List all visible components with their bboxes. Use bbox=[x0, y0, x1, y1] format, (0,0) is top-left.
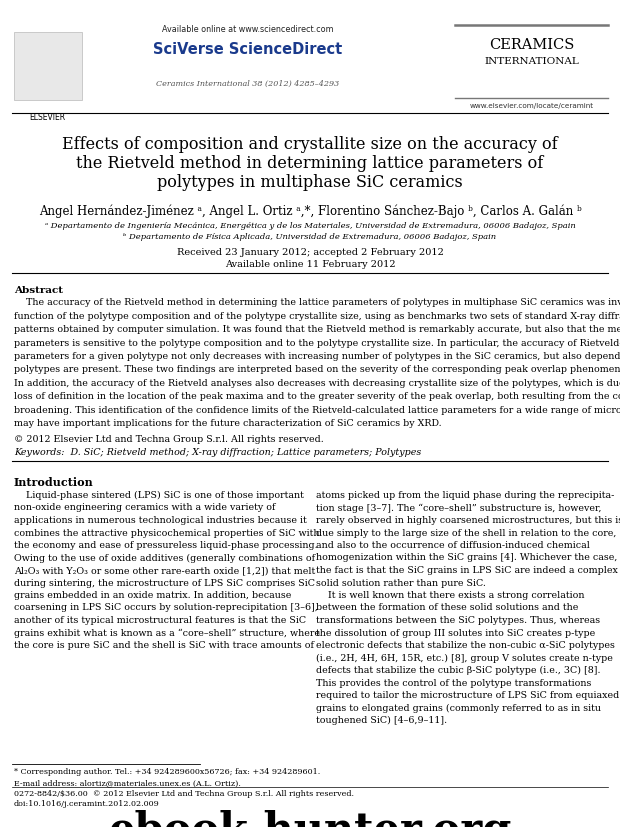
Text: parameters is sensitive to the polytype composition and to the polytype crystall: parameters is sensitive to the polytype … bbox=[14, 338, 620, 347]
Text: ᵇ Departamento de Física Aplicada, Universidad de Extremadura, 06006 Badajoz, Sp: ᵇ Departamento de Física Aplicada, Unive… bbox=[123, 233, 497, 241]
Text: another of its typical microstructural features is that the SiC: another of its typical microstructural f… bbox=[14, 616, 306, 625]
Text: between the formation of these solid solutions and the: between the formation of these solid sol… bbox=[316, 604, 578, 613]
Text: In addition, the accuracy of the Rietveld analyses also decreases with decreasin: In addition, the accuracy of the Rietvel… bbox=[14, 379, 620, 388]
Text: Available online 11 February 2012: Available online 11 February 2012 bbox=[224, 260, 396, 269]
Text: the economy and ease of pressureless liquid-phase processing.: the economy and ease of pressureless liq… bbox=[14, 541, 317, 550]
Text: The accuracy of the Rietveld method in determining the lattice parameters of pol: The accuracy of the Rietveld method in d… bbox=[14, 298, 620, 307]
Text: (i.e., 2H, 4H, 6H, 15R, etc.) [8], group V solutes create n-type: (i.e., 2H, 4H, 6H, 15R, etc.) [8], group… bbox=[316, 653, 613, 662]
Text: during sintering, the microstructure of LPS SiC comprises SiC: during sintering, the microstructure of … bbox=[14, 579, 315, 587]
Text: required to tailor the microstructure of LPS SiC from equiaxed: required to tailor the microstructure of… bbox=[316, 691, 619, 700]
Text: tion stage [3–7]. The “core–shell” substructure is, however,: tion stage [3–7]. The “core–shell” subst… bbox=[316, 504, 601, 513]
Text: Effects of composition and crystallite size on the accuracy of: Effects of composition and crystallite s… bbox=[62, 136, 558, 153]
Text: toughened SiC) [4–6,9–11].: toughened SiC) [4–6,9–11]. bbox=[316, 716, 447, 725]
Text: Abstract: Abstract bbox=[14, 286, 63, 295]
Text: doi:10.1016/j.ceramint.2012.02.009: doi:10.1016/j.ceramint.2012.02.009 bbox=[14, 800, 160, 808]
Text: grains embedded in an oxide matrix. In addition, because: grains embedded in an oxide matrix. In a… bbox=[14, 591, 291, 600]
Text: coarsening in LPS SiC occurs by solution-reprecipitation [3–6],: coarsening in LPS SiC occurs by solution… bbox=[14, 604, 318, 613]
Text: CERAMICS: CERAMICS bbox=[489, 38, 575, 52]
Text: * Corresponding author. Tel.: +34 924289600x56726; fax: +34 924289601.: * Corresponding author. Tel.: +34 924289… bbox=[14, 768, 321, 776]
Text: electronic defects that stabilize the non-cubic α-SiC polytypes: electronic defects that stabilize the no… bbox=[316, 641, 615, 650]
Text: This provides the control of the polytype transformations: This provides the control of the polytyp… bbox=[316, 678, 591, 687]
Text: transformations between the SiC polytypes. Thus, whereas: transformations between the SiC polytype… bbox=[316, 616, 600, 625]
Bar bbox=[14, 32, 82, 100]
Text: the fact is that the SiC grains in LPS SiC are indeed a complex: the fact is that the SiC grains in LPS S… bbox=[316, 566, 618, 575]
Text: the dissolution of group III solutes into SiC creates p-type: the dissolution of group III solutes int… bbox=[316, 629, 595, 638]
Text: Liquid-phase sintered (LPS) SiC is one of those important: Liquid-phase sintered (LPS) SiC is one o… bbox=[14, 491, 304, 500]
Text: Angel Hernández-Jiménez ᵃ, Angel L. Ortiz ᵃ,*, Florentino Sánchez-Bajo ᵇ, Carlos: Angel Hernández-Jiménez ᵃ, Angel L. Orti… bbox=[38, 205, 582, 218]
Text: Received 23 January 2012; accepted 2 February 2012: Received 23 January 2012; accepted 2 Feb… bbox=[177, 248, 443, 257]
Text: Owing to the use of oxide additives (generally combinations of: Owing to the use of oxide additives (gen… bbox=[14, 553, 315, 562]
Text: E-mail address: alortiz@materiales.unex.es (A.L. Ortiz).: E-mail address: alortiz@materiales.unex.… bbox=[14, 779, 241, 787]
Text: function of the polytype composition and of the polytype crystallite size, using: function of the polytype composition and… bbox=[14, 312, 620, 321]
Text: broadening. This identification of the confidence limits of the Rietveld-calcula: broadening. This identification of the c… bbox=[14, 406, 620, 415]
Text: homogenization within the SiC grains [4]. Whichever the case,: homogenization within the SiC grains [4]… bbox=[316, 553, 618, 562]
Text: loss of definition in the location of the peak maxima and to the greater severit: loss of definition in the location of th… bbox=[14, 393, 620, 401]
Text: grains exhibit what is known as a “core–shell” structure, where: grains exhibit what is known as a “core–… bbox=[14, 629, 320, 638]
Text: SciVerse ScienceDirect: SciVerse ScienceDirect bbox=[153, 42, 343, 57]
Text: the core is pure SiC and the shell is SiC with trace amounts of: the core is pure SiC and the shell is Si… bbox=[14, 641, 314, 650]
Text: applications in numerous technological industries because it: applications in numerous technological i… bbox=[14, 516, 307, 525]
Text: non-oxide engineering ceramics with a wide variety of: non-oxide engineering ceramics with a wi… bbox=[14, 504, 275, 513]
Text: polytypes in multiphase SiC ceramics: polytypes in multiphase SiC ceramics bbox=[157, 174, 463, 191]
Text: www.elsevier.com/locate/ceramint: www.elsevier.com/locate/ceramint bbox=[470, 103, 594, 109]
Text: rarely observed in highly coarsened microstructures, but this is: rarely observed in highly coarsened micr… bbox=[316, 516, 620, 525]
Text: Introduction: Introduction bbox=[14, 477, 94, 488]
Text: atoms picked up from the liquid phase during the reprecipita-: atoms picked up from the liquid phase du… bbox=[316, 491, 614, 500]
Text: solid solution rather than pure SiC.: solid solution rather than pure SiC. bbox=[316, 579, 486, 587]
Text: Al₂O₃ with Y₂O₃ or some other rare-earth oxide [1,2]) that melt: Al₂O₃ with Y₂O₃ or some other rare-earth… bbox=[14, 566, 315, 575]
Text: Keywords:  D. SiC; Rietveld method; X-ray diffraction; Lattice parameters; Polyt: Keywords: D. SiC; Rietveld method; X-ray… bbox=[14, 448, 421, 457]
Text: ELSEVIER: ELSEVIER bbox=[29, 113, 65, 122]
Text: 0272-8842/$36.00  © 2012 Elsevier Ltd and Techna Group S.r.l. All rights reserve: 0272-8842/$36.00 © 2012 Elsevier Ltd and… bbox=[14, 790, 354, 798]
Text: INTERNATIONAL: INTERNATIONAL bbox=[485, 57, 579, 66]
Text: ᵃ Departamento de Ingeniería Mecánica, Energética y de los Materiales, Universid: ᵃ Departamento de Ingeniería Mecánica, E… bbox=[45, 222, 575, 230]
Text: Available online at www.sciencedirect.com: Available online at www.sciencedirect.co… bbox=[162, 25, 334, 34]
Text: and also to the occurrence of diffusion-induced chemical: and also to the occurrence of diffusion-… bbox=[316, 541, 590, 550]
Text: patterns obtained by computer simulation. It was found that the Rietveld method : patterns obtained by computer simulation… bbox=[14, 325, 620, 334]
Text: grains to elongated grains (commonly referred to as in situ: grains to elongated grains (commonly ref… bbox=[316, 704, 601, 713]
Text: parameters for a given polytype not only decreases with increasing number of pol: parameters for a given polytype not only… bbox=[14, 352, 620, 361]
Text: ebook-hunter.org: ebook-hunter.org bbox=[108, 810, 511, 827]
Text: may have important implications for the future characterization of SiC ceramics : may have important implications for the … bbox=[14, 419, 441, 428]
Text: Ceramics International 38 (2012) 4285–4293: Ceramics International 38 (2012) 4285–42… bbox=[156, 80, 340, 88]
Text: © 2012 Elsevier Ltd and Techna Group S.r.l. All rights reserved.: © 2012 Elsevier Ltd and Techna Group S.r… bbox=[14, 435, 324, 444]
Text: It is well known that there exists a strong correlation: It is well known that there exists a str… bbox=[316, 591, 585, 600]
Text: polytypes are present. These two findings are interpreted based on the severity : polytypes are present. These two finding… bbox=[14, 366, 620, 375]
Text: combines the attractive physicochemical properties of SiC with: combines the attractive physicochemical … bbox=[14, 528, 319, 538]
Text: the Rietveld method in determining lattice parameters of: the Rietveld method in determining latti… bbox=[76, 155, 544, 172]
Text: defects that stabilize the cubic β-SiC polytype (i.e., 3C) [8].: defects that stabilize the cubic β-SiC p… bbox=[316, 666, 601, 675]
Text: due simply to the large size of the shell in relation to the core,: due simply to the large size of the shel… bbox=[316, 528, 616, 538]
